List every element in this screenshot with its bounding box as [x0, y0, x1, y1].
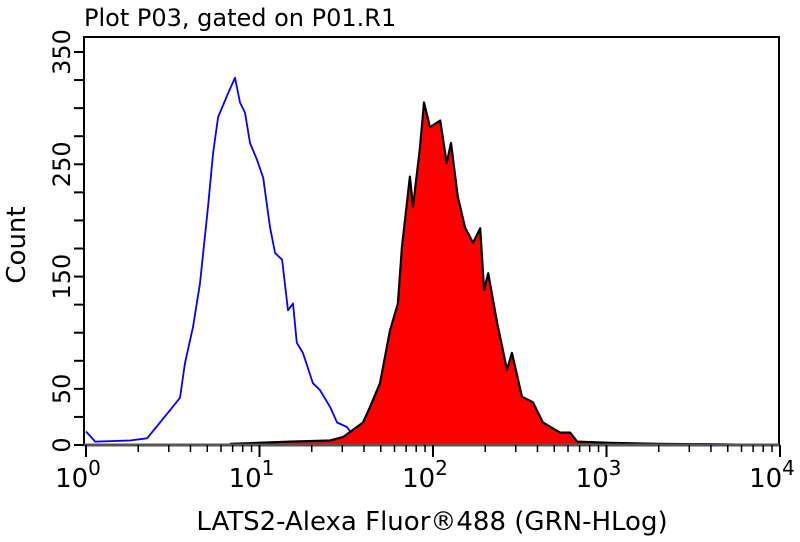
x-tick-label: 103 [576, 456, 622, 494]
x-axis-label: LATS2-Alexa Fluor®488 (GRN-HLog) [196, 507, 667, 537]
y-tick-label: 350 [48, 29, 76, 75]
x-tick-label: 100 [55, 456, 101, 494]
x-tick-label: 104 [749, 456, 795, 494]
x-tick-label: 102 [402, 456, 448, 494]
series-1-outline [229, 101, 781, 447]
series-1-fill [230, 102, 780, 445]
y-tick-label: 150 [48, 254, 76, 300]
plot-area: 0 50 150 250 350 100 101 102 103 104 [48, 29, 795, 494]
y-tick-label: 50 [48, 374, 76, 405]
y-tick-label: 250 [48, 141, 76, 187]
series-0-line [85, 76, 781, 446]
y-tick-label: 0 [48, 437, 76, 452]
chart-title: Plot P03, gated on P01.R1 [84, 4, 396, 32]
y-axis-label: Count [2, 206, 32, 283]
x-tick-label: 101 [229, 456, 275, 494]
